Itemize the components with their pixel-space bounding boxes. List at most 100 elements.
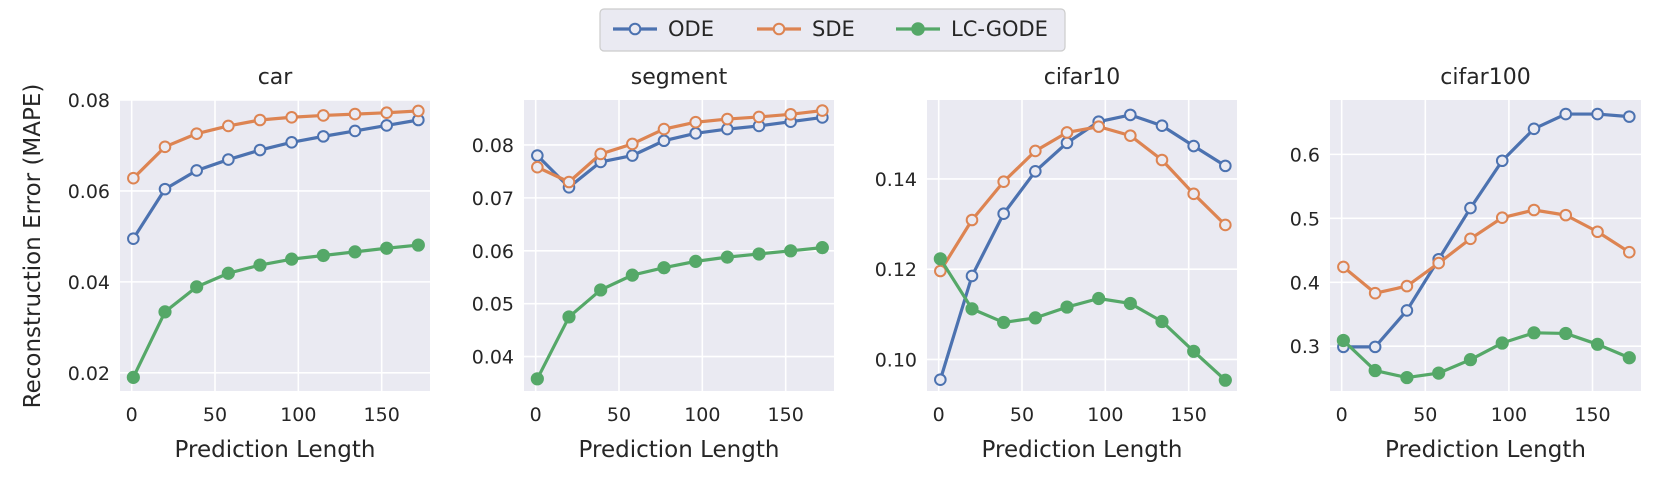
data-point-ode — [253, 143, 267, 157]
data-point-sde — [784, 107, 797, 121]
x-axis-label: Prediction Length — [175, 437, 376, 463]
data-point-ode — [1219, 159, 1232, 173]
data-point-ode — [721, 122, 734, 136]
data-point-lc-gode — [1590, 337, 1605, 351]
y-tick-label: 0.06 — [472, 241, 514, 263]
data-point-sde — [1124, 129, 1137, 142]
data-point-lc-gode — [720, 250, 734, 264]
data-point-lc-gode — [965, 302, 979, 316]
x-tick-label: 150 — [768, 404, 804, 426]
series-line-sde — [1341, 208, 1631, 295]
series-line-sde — [131, 109, 420, 180]
data-point-lc-gode — [1368, 363, 1382, 378]
x-tick-label: 0 — [126, 404, 138, 426]
data-point-ode — [1400, 304, 1414, 317]
series-line-ode — [1341, 112, 1631, 349]
data-point-ode — [997, 207, 1010, 220]
data-point-ode — [348, 124, 362, 138]
x-tick-label: 100 — [1491, 404, 1527, 426]
x-tick-label: 100 — [280, 404, 316, 426]
y-tick-label: 0.3 — [1290, 336, 1320, 358]
x-tick-label: 150 — [364, 404, 400, 426]
data-point-ode — [158, 182, 172, 196]
data-point-sde — [1155, 153, 1169, 167]
data-point-ode — [934, 373, 947, 387]
data-point-lc-gode — [530, 372, 544, 386]
panel-cifar10: 0 50 100 150 0.10 0.12 0.14 cifar10 Prediction L… — [875, 65, 1237, 463]
data-point-ode — [222, 153, 235, 166]
data-point-ode — [657, 134, 671, 148]
data-point-ode — [1029, 164, 1042, 178]
data-point-sde — [1559, 208, 1573, 222]
data-point-ode — [1527, 122, 1541, 136]
data-point-lc-gode — [1187, 344, 1201, 358]
data-point-lc-gode — [221, 266, 235, 280]
panel-title: segment — [631, 65, 728, 90]
data-point-sde — [531, 160, 544, 174]
data-point-lc-gode — [1336, 333, 1350, 348]
data-point-lc-gode — [411, 238, 425, 252]
data-point-sde — [380, 106, 393, 120]
legend-label-lc-gode: LC-GODE — [951, 17, 1048, 41]
data-point-sde — [689, 115, 702, 129]
data-point-ode — [1060, 136, 1074, 150]
data-point-sde — [348, 107, 362, 121]
x-tick-label: 50 — [1010, 404, 1034, 426]
data-point-sde — [626, 137, 639, 151]
data-point-lc-gode — [1400, 370, 1414, 385]
data-point-ode — [965, 269, 979, 283]
data-point-lc-gode — [689, 254, 703, 268]
y-tick-label: 0.08 — [472, 135, 514, 157]
data-point-sde — [562, 175, 576, 189]
data-point-ode — [1464, 201, 1477, 215]
data-point-lc-gode — [316, 248, 330, 263]
data-point-lc-gode — [348, 245, 362, 259]
y-tick-label: 0.04 — [472, 347, 514, 369]
data-point-lc-gode — [657, 261, 671, 275]
data-point-lc-gode — [1028, 311, 1042, 325]
legend-label-ode: ODE — [668, 17, 714, 41]
data-point-lc-gode — [1218, 373, 1232, 387]
data-point-sde — [997, 175, 1010, 188]
data-point-ode — [317, 130, 330, 143]
legend-marker-lc-gode — [911, 22, 925, 36]
data-point-lc-gode — [784, 244, 798, 258]
legend-box — [599, 8, 1066, 52]
series-line-ode — [535, 115, 824, 189]
data-point-lc-gode — [997, 315, 1011, 330]
data-point-lc-gode — [380, 241, 394, 255]
data-point-sde — [1591, 225, 1604, 239]
y-tick-label: 0.02 — [68, 363, 110, 385]
data-point-sde — [1029, 144, 1042, 158]
data-point-sde — [1337, 260, 1350, 274]
y-tick-label: 0.5 — [1290, 208, 1320, 230]
data-point-lc-gode — [158, 305, 172, 319]
data-point-ode — [190, 164, 203, 177]
data-point-lc-gode — [1155, 314, 1169, 329]
data-point-lc-gode — [126, 370, 140, 384]
data-point-sde — [1527, 203, 1541, 217]
data-point-lc-gode — [1092, 291, 1106, 306]
x-axis-label: Prediction Length — [982, 437, 1183, 463]
x-tick-label: 0 — [933, 404, 945, 426]
data-point-lc-gode — [1622, 351, 1636, 365]
panel-segment: 0 50 100 150 0.04 0.05 0.06 0.07 0.08 segment Pred… — [472, 65, 834, 463]
y-tick-label: 0.06 — [68, 181, 110, 203]
data-point-lc-gode — [1527, 326, 1541, 340]
panel-title: cifar10 — [1044, 65, 1120, 90]
data-point-lc-gode — [1463, 353, 1478, 367]
panel-cifar100: 0 50 100 150 0.3 0.4 0.5 0.6 cifar100 Prediction … — [1290, 65, 1641, 463]
data-point-ode — [1495, 154, 1509, 168]
data-point-ode — [1622, 110, 1636, 123]
plot-area — [524, 100, 834, 391]
data-point-ode — [1591, 107, 1604, 121]
legend-label-sde: SDE — [812, 17, 855, 41]
y-tick-label: 0.12 — [875, 259, 917, 281]
data-point-lc-gode — [933, 252, 947, 266]
panel-title: cifar100 — [1440, 65, 1530, 90]
data-point-sde — [190, 127, 203, 140]
data-point-ode — [626, 149, 639, 162]
data-point-lc-gode — [1060, 300, 1074, 314]
data-point-sde — [127, 171, 140, 185]
